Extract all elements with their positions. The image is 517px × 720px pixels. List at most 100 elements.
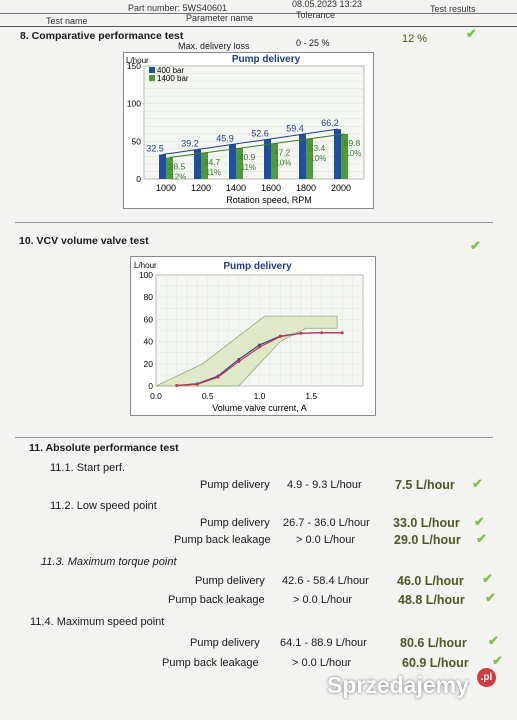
y-tick-label: 100 (139, 270, 153, 280)
plot-area (143, 65, 365, 180)
data-point (278, 335, 282, 339)
result-11-3-leakage: 48.8 L/hour (398, 593, 465, 607)
subtitle-11-4: 11.4. Maximum speed point (30, 616, 165, 628)
bar-400-bar (264, 139, 271, 179)
y-axis-label: L/hour (134, 261, 157, 270)
bar-1400-bar (306, 138, 313, 179)
data-label-1400-pct: -11% (238, 163, 256, 172)
x-tick-label: 1400 (226, 183, 246, 193)
watermark-logo-dot: .pl (477, 668, 496, 687)
subtitle-11-1: 11.1. Start perf. (50, 462, 126, 474)
data-label-1400: 28.5 (169, 162, 186, 172)
data-point (340, 331, 344, 335)
x-tick-label: 2000 (331, 183, 351, 193)
section-8-divider (15, 222, 493, 223)
section-11-title: 11. Absolute performance test (29, 442, 179, 454)
vcv-chart-svg: 0 20 40 60 80 100 0.0 0.5 1.0 1.5 L/hour Pump deliv… (134, 261, 364, 413)
data-point (196, 382, 199, 386)
y-tick-label: 60 (144, 314, 154, 324)
y-tick-label: 40 (144, 337, 154, 347)
tol-11-2-delivery: 26.7 - 36.0 L/hour (283, 517, 370, 529)
check-icon: ✔ (492, 653, 503, 668)
x-tick-label: 1.0 (254, 391, 266, 401)
bar-1400-bar (201, 152, 208, 179)
result-11-1-delivery: 7.5 L/hour (395, 478, 455, 492)
data-point (237, 357, 241, 361)
param-11-2-delivery: Pump delivery (200, 517, 270, 529)
check-icon: ✔ (470, 238, 481, 253)
x-tick-label: 1600 (261, 183, 281, 193)
data-label-400: 39.2 (181, 138, 199, 148)
check-icon: ✔ (474, 514, 485, 529)
data-label-1400: 47.2 (274, 147, 291, 157)
tol-11-3-delivery: 42.6 - 58.4 L/hour (282, 575, 369, 587)
y-tick-label: 50 (132, 136, 142, 146)
result-11-4-delivery: 80.6 L/hour (400, 636, 467, 650)
x-tick-label: 1.5 (305, 391, 317, 401)
section-8-param: Max. delivery loss (178, 41, 250, 51)
check-icon: ✔ (476, 531, 487, 546)
data-label-1400-pct: -11% (203, 168, 221, 177)
x-tick-label: 1200 (191, 183, 211, 193)
data-label-1400-pct: -10% (308, 154, 327, 163)
tolerance-band (155, 315, 338, 387)
comparative-chart: 0 50 100 150 L/hour Pump delivery 1000 32.5 28.5… (123, 52, 374, 209)
subtitle-11-2: 11.2. Low speed point (50, 500, 157, 512)
legend-label-400: 400 bar (157, 66, 184, 75)
param-11-3-leakage: Pump back leakage (168, 594, 265, 606)
y-tick-label: 0 (136, 174, 141, 184)
header-divider (0, 13, 517, 14)
y-tick-label: 100 (127, 99, 141, 109)
result-11-4-leakage: 60.9 L/hour (402, 656, 469, 670)
part-number: Part number: 5WS40601 (128, 3, 228, 13)
data-label-400: 45.9 (216, 133, 234, 143)
y-tick-label: 0 (148, 381, 153, 391)
param-11-3-delivery: Pump delivery (195, 575, 265, 587)
y-axis-label: L/hour (126, 56, 149, 65)
chart-title: Pump delivery (223, 261, 292, 272)
col-test-name: Test name (46, 16, 88, 26)
data-point (258, 343, 261, 347)
report-date: 08.05.2023 13:23 (292, 0, 363, 9)
chart-title: Pump delivery (232, 54, 301, 65)
y-tick-label: 20 (144, 359, 154, 369)
watermark-logo: Sprzedajemy (327, 672, 469, 698)
bar-1400-bar (341, 133, 348, 179)
bar-400-bar (229, 144, 236, 179)
series-1400-line (169, 133, 345, 159)
col-parameter-name: Parameter name (186, 13, 254, 23)
col-test-results: Test results (430, 4, 476, 14)
section-8-result: 12 % (402, 33, 428, 45)
check-icon: ✔ (466, 26, 477, 41)
tol-11-1-delivery: 4.9 - 9.3 L/hour (287, 479, 362, 491)
data-point (216, 375, 220, 379)
data-point (299, 331, 303, 335)
data-label-400: 59.4 (286, 123, 304, 133)
tol-11-4-delivery: 64.1 - 88.9 L/hour (280, 637, 367, 649)
param-11-1-delivery: Pump delivery (200, 479, 270, 491)
bar-400-bar (299, 134, 306, 179)
data-label-1400: 59.8 (344, 138, 361, 148)
check-icon: ✔ (488, 633, 499, 648)
subtitle-11-3: 11.3. Maximum torque point (41, 556, 177, 568)
x-tick-label: 0.5 (202, 391, 214, 401)
check-icon: ✔ (485, 590, 496, 605)
check-icon: ✔ (472, 476, 483, 491)
bar-400-bar (159, 154, 166, 179)
x-axis-label: Volume valve current, A (212, 403, 307, 413)
data-label-1400-pct: -12% (168, 173, 187, 182)
series-400-line (162, 128, 338, 156)
legend-swatch-400 (149, 67, 155, 73)
data-label-400: 66.2 (321, 118, 339, 128)
bar-1400-bar (166, 157, 173, 179)
data-label-1400: 34.7 (204, 157, 221, 167)
data-point (175, 384, 179, 387)
data-label-1400: 40.9 (239, 152, 256, 162)
data-label-1400-pct: -10% (273, 158, 292, 167)
tol-11-3-leakage: > 0.0 L/hour (293, 594, 353, 606)
bar-1400-bar (236, 148, 243, 179)
legend-label-1400: 1400 bar (157, 74, 189, 83)
data-point (320, 331, 323, 335)
data-label-400: 52.6 (251, 128, 269, 138)
